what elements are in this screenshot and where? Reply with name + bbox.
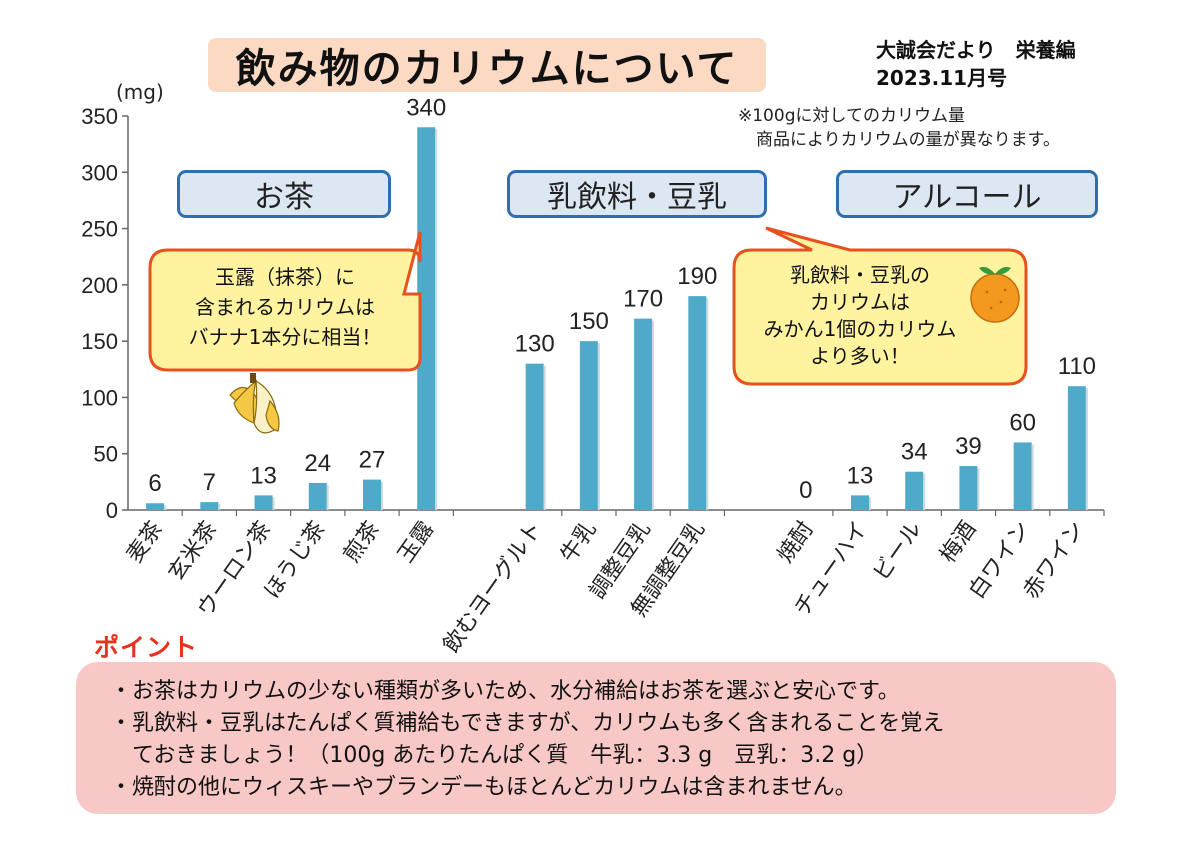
- point-line: ・お茶はカリウムの少ない種類が多いため、水分補給はお茶を選ぶと安心です。: [110, 679, 900, 704]
- callout-dairy-shape: [732, 226, 1028, 386]
- bar-shadow: [923, 473, 926, 510]
- bar-shadow: [326, 484, 329, 510]
- y-tick-label: 300: [81, 160, 118, 185]
- points-title: ポイント: [94, 633, 199, 662]
- bar-shadow: [1031, 444, 1034, 510]
- bar: [634, 318, 653, 510]
- data-label: 27: [359, 447, 386, 474]
- y-tick-label: 200: [81, 273, 118, 298]
- category-label: 牛乳: [556, 517, 602, 567]
- category-label: 焼酎: [773, 517, 819, 567]
- y-tick-label: 100: [81, 385, 118, 410]
- note-line-1: ※100gに対してのカリウム量: [738, 106, 965, 126]
- callout-dairy-text: 乳飲料・豆乳の カリウムは みかん1個のカリウム より多い！: [740, 262, 980, 370]
- data-label: 24: [304, 450, 331, 477]
- y-tick-label: 350: [81, 104, 118, 129]
- bar-shadow: [1085, 388, 1088, 510]
- chart-bars: 6 7 13 24 27 340 130 150 170 190 0 13 34 39 60 110: [146, 94, 1096, 510]
- category-box-tea: お茶: [177, 170, 391, 218]
- callout-tea-line: 玉露（抹茶）に: [215, 265, 355, 289]
- category-label: 飲むヨーグルト: [439, 517, 548, 658]
- mandarin-orange-icon: [970, 266, 1020, 323]
- callout-dairy-line: 乳飲料・豆乳の: [790, 263, 930, 287]
- data-label: 170: [623, 286, 663, 313]
- callout-tea: [148, 231, 422, 372]
- bar-shadow: [706, 298, 709, 510]
- newsletter-issue: 2023.11月号: [876, 66, 1008, 90]
- data-label: 60: [1009, 409, 1036, 436]
- category-label: 玄米茶: [164, 517, 222, 585]
- callout-tea-text: 玉露（抹茶）に 含まれるカリウムは バナナ1本分に相当！: [152, 262, 418, 352]
- page-title: 飲み物のカリウムについて: [235, 46, 739, 92]
- callout-tea-line: バナナ1本分に相当！: [188, 325, 382, 349]
- bar: [417, 127, 436, 510]
- category-box-alcohol: アルコール: [836, 170, 1098, 218]
- bar: [1067, 386, 1086, 510]
- point-line: ・乳飲料・豆乳はたんぱく質補給もできますが、カリウムも多く含まれることを覚え: [110, 711, 945, 736]
- bar-shadow: [869, 497, 871, 510]
- data-label: 0: [799, 477, 812, 504]
- data-label: 150: [569, 308, 609, 335]
- bar: [688, 296, 707, 510]
- bar: [525, 363, 544, 510]
- bar: [308, 482, 327, 510]
- y-tick-label: 50: [94, 442, 118, 467]
- note: ※100gに対してのカリウム量 商品によりカリウムの量が異なります。: [738, 104, 1060, 152]
- y-tick-label: 150: [81, 329, 118, 354]
- bar-shadow: [381, 481, 383, 510]
- category-label: 梅酒: [936, 517, 982, 567]
- newsletter-name: 大誠会だより 栄養編: [876, 38, 1076, 62]
- data-label: 6: [148, 470, 161, 497]
- bar-shadow: [652, 320, 655, 510]
- callout-dairy: [732, 226, 1028, 386]
- category-label: 玉露: [393, 517, 439, 567]
- bar: [851, 495, 869, 510]
- y-tick-label: 250: [81, 217, 118, 242]
- bar: [146, 503, 165, 510]
- bar-shadow: [218, 504, 221, 510]
- bar: [905, 471, 924, 510]
- y-axis-unit: (mg): [116, 80, 164, 104]
- callout-tea-line: 含まれるカリウムは: [195, 295, 375, 319]
- points-box: ・お茶はカリウムの少ない種類が多いため、水分補給はお茶を選ぶと安心です。 ・乳飲…: [76, 662, 1116, 814]
- bar-shadow: [164, 505, 167, 510]
- data-label: 7: [203, 469, 216, 496]
- callout-dairy-line: カリウムは: [810, 290, 910, 314]
- title-banner: 飲み物のカリウムについて: [208, 38, 766, 92]
- data-label: 39: [955, 433, 982, 460]
- y-tick-label: 0: [106, 498, 118, 523]
- data-label: 110: [1058, 353, 1096, 380]
- data-label: 13: [847, 462, 874, 489]
- bar: [200, 502, 219, 510]
- callout-dairy-line: みかん1個のカリウム: [763, 317, 957, 341]
- category-label: ビール: [869, 517, 927, 585]
- category-label: 麦茶: [122, 517, 168, 567]
- data-label: 13: [250, 462, 277, 489]
- banana-icon: [229, 373, 280, 434]
- data-label: 340: [406, 94, 446, 121]
- callout-tea-shape: [148, 231, 422, 372]
- data-label: 130: [515, 331, 555, 358]
- bar: [579, 341, 598, 510]
- note-line-2: 商品によりカリウムの量が異なります。: [756, 130, 1060, 150]
- data-label: 34: [901, 439, 928, 466]
- bar: [254, 495, 273, 510]
- point-line: ・焼酎の他にウィスキーやブランデーもほとんどカリウムは含まれません。: [110, 775, 857, 800]
- point-line: ておきましょう！（100g あたりたんぱく質 牛乳：3.3 g 豆乳：3.2 g…: [132, 743, 879, 768]
- bar: [959, 466, 978, 510]
- callout-dairy-line: より多い！: [810, 344, 910, 368]
- category-label: 煎茶: [339, 517, 385, 567]
- bar-shadow: [272, 497, 275, 510]
- category-box-dairy: 乳飲料・豆乳: [507, 170, 767, 218]
- bar-shadow: [977, 468, 980, 510]
- bar: [1013, 442, 1032, 510]
- bar-shadow: [435, 129, 438, 510]
- bar-shadow: [597, 343, 600, 510]
- bar-shadow: [543, 365, 546, 510]
- bar: [363, 479, 381, 510]
- newsletter-label: 大誠会だより 栄養編 2023.11月号: [876, 36, 1076, 92]
- data-label: 190: [677, 263, 717, 290]
